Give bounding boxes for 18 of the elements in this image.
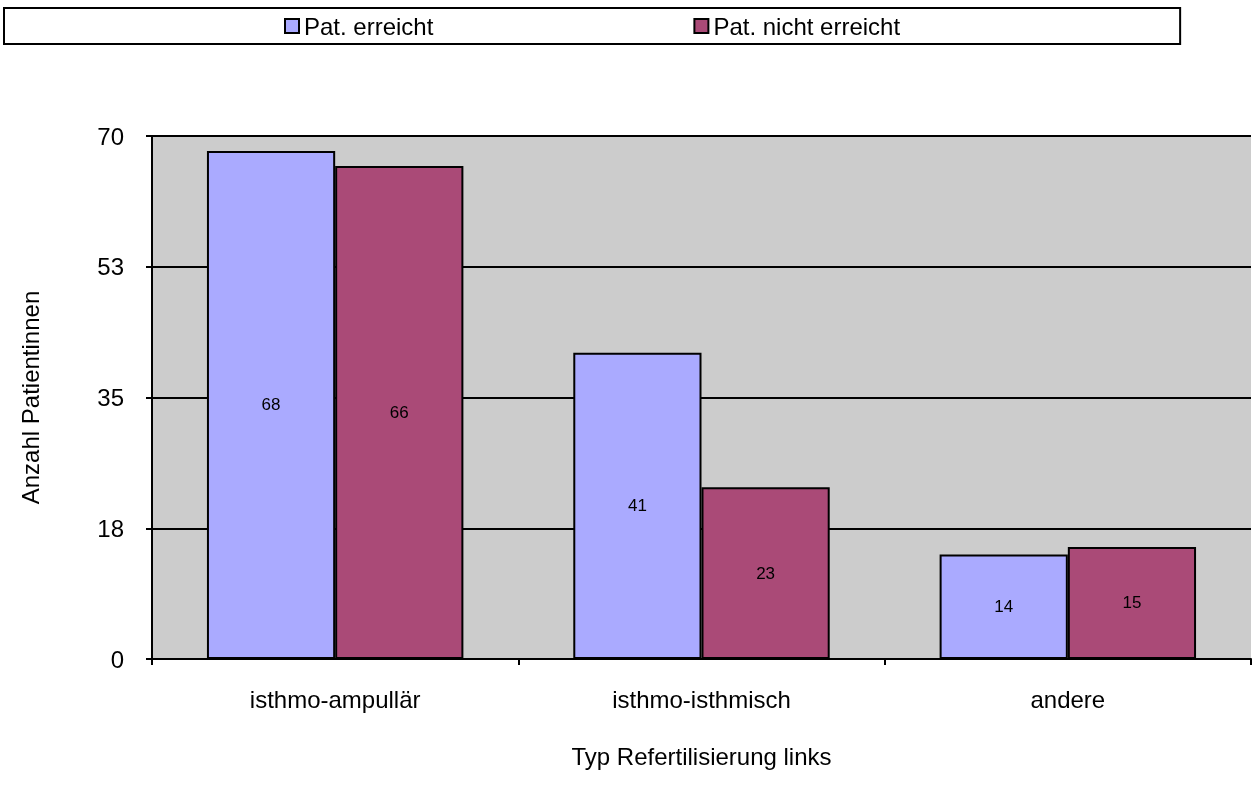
x-tick-label: isthmo-ampullär (249, 685, 421, 713)
x-tick-label: isthmo-isthmisch (612, 685, 791, 713)
y-axis-title: Anzahl Patientinnen (16, 290, 44, 505)
y-tick-label: 70 (97, 122, 124, 150)
data-label: 66 (389, 402, 409, 422)
x-tick-label: andere (1030, 685, 1106, 713)
data-label: 41 (627, 496, 647, 516)
data-label: 68 (261, 395, 281, 415)
data-label: 23 (756, 563, 776, 583)
data-label: 15 (1122, 593, 1142, 613)
y-tick-label: 0 (110, 645, 124, 673)
y-tick-label: 35 (97, 384, 124, 411)
legend-label: Pat. erreicht (304, 12, 434, 40)
y-tick-label: 53 (97, 253, 124, 281)
y-tick-label: 18 (97, 514, 124, 542)
legend-label: Pat. nicht erreicht (713, 12, 901, 40)
x-axis-title: Typ Refertilisierung links (571, 742, 832, 770)
data-label: 14 (994, 597, 1014, 617)
